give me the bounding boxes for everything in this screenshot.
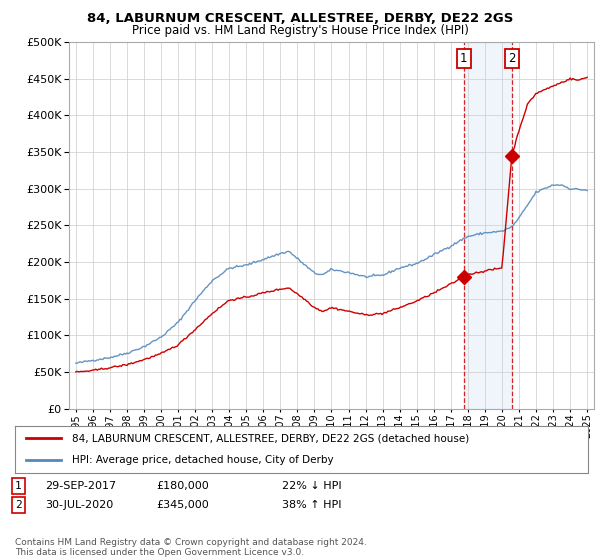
Text: HPI: Average price, detached house, City of Derby: HPI: Average price, detached house, City… xyxy=(73,455,334,465)
Text: 38% ↑ HPI: 38% ↑ HPI xyxy=(282,500,341,510)
Text: 1: 1 xyxy=(15,481,22,491)
Text: £345,000: £345,000 xyxy=(156,500,209,510)
Text: £180,000: £180,000 xyxy=(156,481,209,491)
Text: 84, LABURNUM CRESCENT, ALLESTREE, DERBY, DE22 2GS: 84, LABURNUM CRESCENT, ALLESTREE, DERBY,… xyxy=(87,12,513,25)
Text: 2: 2 xyxy=(508,52,515,65)
Text: Contains HM Land Registry data © Crown copyright and database right 2024.
This d: Contains HM Land Registry data © Crown c… xyxy=(15,538,367,557)
Text: Price paid vs. HM Land Registry's House Price Index (HPI): Price paid vs. HM Land Registry's House … xyxy=(131,24,469,36)
Text: 30-JUL-2020: 30-JUL-2020 xyxy=(45,500,113,510)
Text: 1: 1 xyxy=(460,52,467,65)
Bar xyxy=(464,42,512,409)
Text: 84, LABURNUM CRESCENT, ALLESTREE, DERBY, DE22 2GS (detached house): 84, LABURNUM CRESCENT, ALLESTREE, DERBY,… xyxy=(73,433,470,444)
Text: 29-SEP-2017: 29-SEP-2017 xyxy=(45,481,116,491)
Text: 22% ↓ HPI: 22% ↓ HPI xyxy=(282,481,341,491)
Text: 2: 2 xyxy=(15,500,22,510)
